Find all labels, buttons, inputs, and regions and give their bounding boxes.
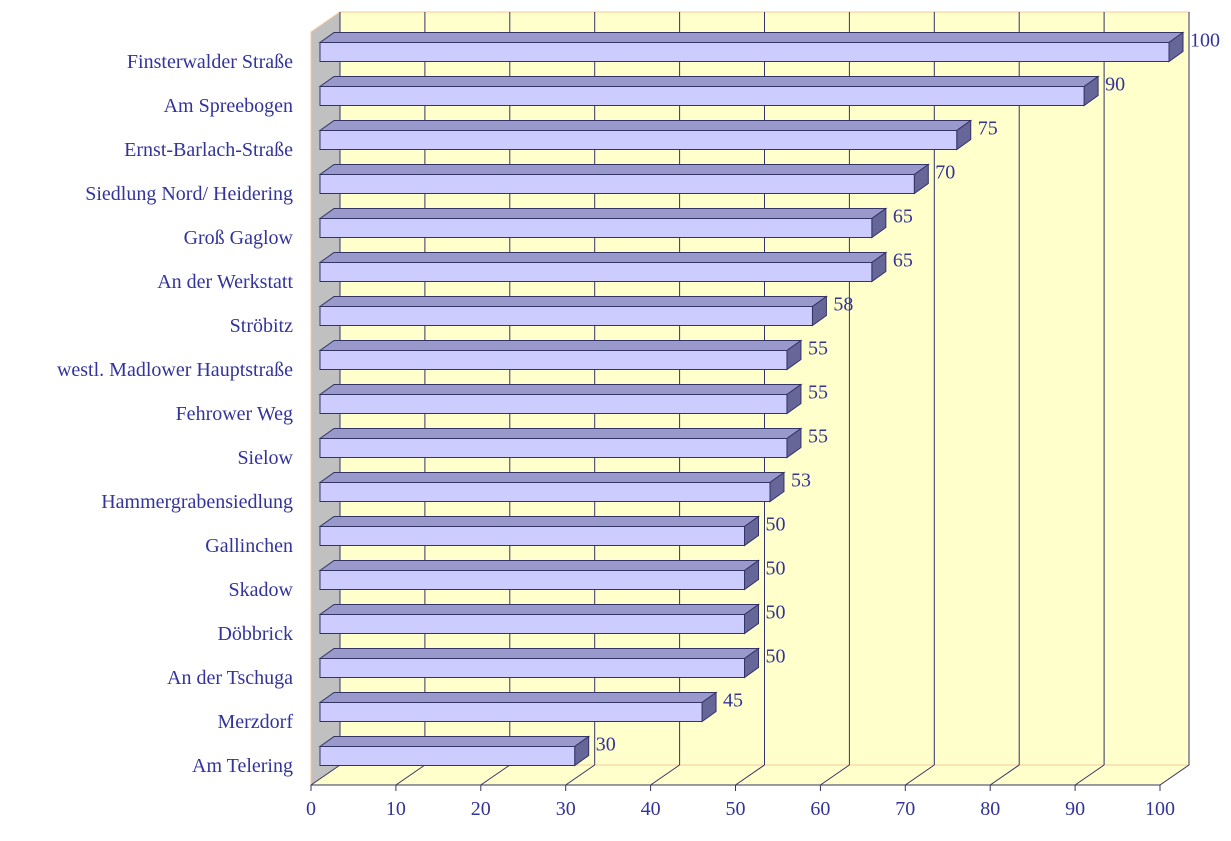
bar-top [318,516,761,527]
value-label: 100 [1190,30,1220,52]
grid-line [650,764,680,786]
bar [319,394,788,414]
bar [319,262,873,282]
value-label: 65 [893,250,913,272]
y-tick-label: Merzdorf [217,711,293,733]
value-label: 50 [766,602,786,624]
grid-line [905,764,935,786]
x-tick-label: 50 [726,798,746,820]
bar-top [318,736,591,747]
x-tick-label: 70 [895,798,915,820]
bar-top [318,120,973,131]
value-label: 50 [766,514,786,536]
x-tick-label: 0 [306,798,316,820]
bar [319,306,813,326]
value-label: 55 [808,338,828,360]
y-tick-label: Ströbitz [230,315,293,337]
bar-top [318,692,718,703]
bar [319,746,576,766]
value-label: 53 [791,470,811,492]
bar-top [318,164,930,175]
bar-top [318,340,803,351]
value-label: 90 [1105,74,1125,96]
bar-top [318,560,761,571]
grid-line [1159,764,1190,786]
value-label: 75 [978,118,998,140]
value-label: 45 [723,690,743,712]
y-tick-label: Siedlung Nord/ Heidering [85,183,293,205]
grid-line [310,764,341,786]
y-tick-label: Finsterwalder Straße [127,51,293,73]
y-tick-label: westl. Madlower Hauptstraße [57,359,293,381]
value-label: 55 [808,382,828,404]
value-label: 30 [596,734,616,756]
y-tick-label: Ernst-Barlach-Straße [124,139,293,161]
value-label: 50 [766,558,786,580]
x-tick-label: 100 [1145,798,1175,820]
bar [319,86,1085,106]
grid-line [989,764,1020,786]
grid-line [735,764,765,786]
grid-line [565,764,595,786]
x-tick-label: 40 [641,798,661,820]
grid-line [820,764,850,786]
value-label: 70 [935,162,955,184]
bar-top [318,648,761,659]
bar [319,658,745,678]
y-tick-label: Am Spreebogen [164,95,293,117]
x-tick-label: 10 [386,798,406,820]
x-tick-label: 90 [1065,798,1085,820]
grid-line [395,764,426,786]
y-tick-label: Fehrower Weg [176,403,293,425]
bar [319,570,745,590]
bar-top [318,428,803,439]
x-tick-label: 80 [980,798,1000,820]
grid-line [1074,764,1105,786]
bar [319,130,958,150]
grid-line [480,764,511,786]
bar-top [318,32,1185,43]
bar-top [318,384,803,395]
bar-top [318,208,888,219]
bar [319,42,1170,62]
y-tick-label: Döbbrick [217,623,293,645]
bar-top [318,472,786,483]
bar-top [318,252,888,263]
y-tick-label: Am Telering [192,755,293,777]
value-label: 55 [808,426,828,448]
y-tick-label: An der Werkstatt [157,271,293,293]
bar [319,350,788,370]
value-label: 58 [833,294,853,316]
bar-top [318,296,828,307]
bar [319,702,703,722]
bar-top [318,604,761,615]
y-tick-label: Gallinchen [205,535,293,557]
bar [319,438,788,458]
bar [319,218,873,238]
x-tick-label: 20 [471,798,491,820]
bar [319,482,771,502]
bar-top [318,76,1100,87]
x-tick-label: 30 [556,798,576,820]
y-tick-label: Groß Gaglow [184,227,294,249]
bar [319,526,745,546]
y-tick-label: Skadow [229,579,294,601]
bar [319,614,745,634]
y-tick-label: Hammergrabensiedlung [101,491,293,513]
y-tick-label: An der Tschuga [167,667,293,689]
x-tick-label: 60 [810,798,830,820]
value-label: 50 [766,646,786,668]
value-label: 65 [893,206,913,228]
y-tick-label: Sielow [237,447,293,469]
bar [319,174,915,194]
